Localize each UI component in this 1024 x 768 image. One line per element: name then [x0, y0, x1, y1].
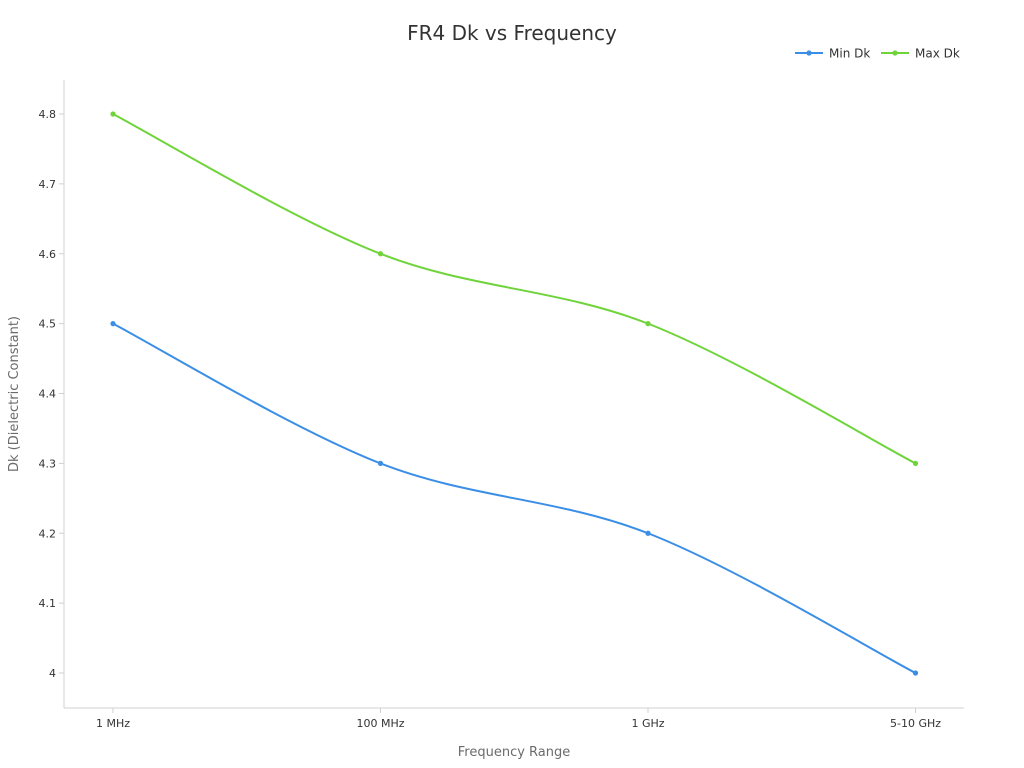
y-tick-label: 4.5	[39, 318, 57, 331]
legend-label: Min Dk	[829, 47, 870, 61]
series-line-min-dk	[112, 322, 916, 674]
y-tick-label: 4.6	[39, 248, 57, 261]
y-tick-label: 4.2	[39, 527, 57, 540]
x-tick-label: 1 MHz	[96, 717, 130, 730]
legend-swatch-marker	[892, 50, 898, 56]
x-axis-ticks: 1 MHz 100 MHz 1 GHz 5-10 GHz	[96, 708, 941, 730]
data-point-max-dk[interactable]	[377, 251, 384, 257]
x-tick-label: 100 MHz	[356, 717, 404, 730]
y-tick-label: 4.3	[39, 457, 57, 470]
x-tick-label: 5-10 GHz	[890, 717, 941, 730]
data-point-max-dk[interactable]	[645, 321, 651, 327]
data-point-min-dk[interactable]	[110, 321, 116, 327]
series-max-dk	[110, 111, 919, 466]
data-point-max-dk[interactable]	[110, 111, 116, 117]
data-point-min-dk[interactable]	[645, 530, 651, 536]
legend-item-min-dk[interactable]: Min Dk	[795, 47, 870, 61]
y-axis-label: Dk (Dielectric Constant)	[7, 316, 22, 472]
x-axis-label: Frequency Range	[458, 745, 571, 760]
y-tick-label: 4.8	[39, 108, 57, 121]
legend-item-max-dk[interactable]: Max Dk	[881, 47, 960, 61]
series-min-dk	[110, 321, 919, 676]
y-axis-ticks: 4 4.1 4.2 4.3 4.4 4.5 4.6 4.7 4.8	[39, 108, 64, 680]
legend-swatch-marker	[806, 50, 812, 56]
series-line-max-dk	[112, 113, 916, 465]
data-point-min-dk[interactable]	[377, 460, 384, 466]
y-tick-label: 4.4	[39, 388, 57, 401]
y-tick-label: 4.1	[39, 597, 57, 610]
data-point-min-dk[interactable]	[912, 670, 919, 676]
series-layer	[110, 111, 919, 676]
legend-label: Max Dk	[915, 47, 960, 61]
x-tick-label: 1 GHz	[631, 717, 664, 730]
chart-title: FR4 Dk vs Frequency	[407, 21, 617, 45]
data-point-max-dk[interactable]	[912, 460, 919, 466]
y-tick-label: 4.7	[39, 178, 57, 191]
y-tick-label: 4	[49, 667, 56, 680]
legend: Min Dk Max Dk	[795, 47, 960, 61]
